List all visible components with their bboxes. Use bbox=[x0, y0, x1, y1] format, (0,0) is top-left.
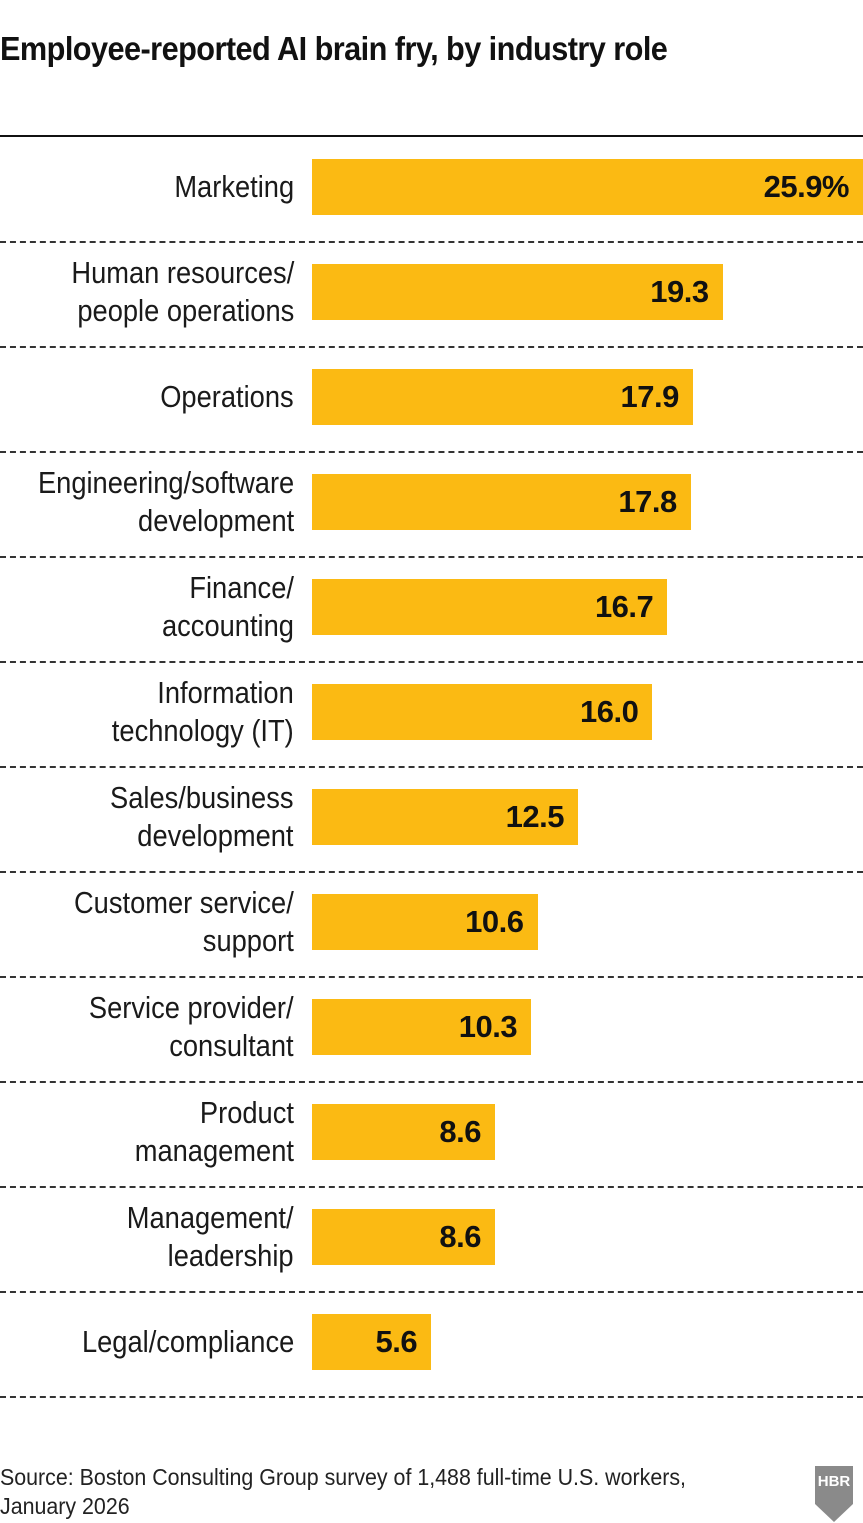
bar bbox=[312, 264, 723, 320]
row-divider bbox=[0, 1186, 863, 1188]
shield-icon bbox=[815, 1466, 853, 1522]
bar bbox=[312, 1314, 432, 1370]
row-divider bbox=[0, 661, 863, 663]
row-divider bbox=[0, 241, 863, 243]
bar-row: Finance/ accounting 16.7 bbox=[0, 557, 863, 663]
bar bbox=[312, 684, 653, 740]
bar-row: Engineering/software development 17.8 bbox=[0, 452, 863, 558]
category-label: Information technology (IT) bbox=[112, 675, 294, 748]
row-divider bbox=[0, 1081, 863, 1083]
bar bbox=[312, 894, 538, 950]
row-divider bbox=[0, 451, 863, 453]
row-divider bbox=[0, 1291, 863, 1293]
row-divider bbox=[0, 346, 863, 348]
chart-title: Employee-reported AI brain fry, by indus… bbox=[0, 30, 668, 67]
bar-row: Sales/business development 12.5 bbox=[0, 767, 863, 873]
data-label: 8.6 bbox=[439, 1114, 481, 1149]
row-divider bbox=[0, 1396, 863, 1398]
category-label: Service provider/ consultant bbox=[89, 990, 294, 1063]
bar bbox=[312, 999, 532, 1055]
data-label: 16.7 bbox=[594, 589, 654, 624]
row-divider bbox=[0, 556, 863, 558]
bar-row: Customer service/ support 10.6 bbox=[0, 872, 863, 978]
data-label: 19.3 bbox=[650, 274, 709, 309]
row-divider bbox=[0, 871, 863, 873]
bar-row: Management/ leadership 8.6 bbox=[0, 1187, 863, 1293]
bar-chart: Marketing 25.9% Human resources/ people op… bbox=[0, 137, 863, 1398]
category-label: Sales/business development bbox=[110, 780, 294, 853]
data-label: 25.9% bbox=[763, 169, 850, 204]
category-label: Engineering/software development bbox=[37, 465, 294, 538]
data-label: 17.8 bbox=[618, 484, 677, 519]
bar bbox=[312, 1104, 495, 1160]
bar-row: Legal/compliance 5.6 bbox=[0, 1292, 863, 1398]
category-label: Marketing bbox=[174, 169, 294, 204]
bar bbox=[312, 474, 691, 530]
category-label: Operations bbox=[160, 379, 294, 414]
bar-row: Service provider/ consultant 10.3 bbox=[0, 977, 863, 1083]
source-note: Source: Boston Consulting Group survey o… bbox=[0, 1464, 686, 1519]
row-divider bbox=[0, 976, 863, 978]
data-label: 12.5 bbox=[505, 799, 565, 834]
category-label: Product management bbox=[134, 1095, 294, 1168]
category-label: Legal/compliance bbox=[81, 1324, 294, 1359]
category-label: Management/ leadership bbox=[127, 1200, 294, 1273]
category-label: Finance/ accounting bbox=[162, 570, 294, 643]
data-label: 16.0 bbox=[580, 694, 639, 729]
data-label: 10.3 bbox=[458, 1009, 518, 1044]
top-rule bbox=[0, 135, 863, 137]
logo-text: HBR bbox=[818, 1473, 851, 1490]
bar-row: Operations 17.9 bbox=[0, 347, 863, 453]
data-label: 17.9 bbox=[620, 379, 679, 414]
hbr-logo: HBR bbox=[815, 1466, 853, 1522]
bar bbox=[312, 369, 693, 425]
bar bbox=[312, 579, 668, 635]
bar-row: Information technology (IT) 16.0 bbox=[0, 662, 863, 768]
bar-row: Human resources/ people operations 19.3 bbox=[0, 242, 863, 348]
data-label: 5.6 bbox=[375, 1324, 418, 1359]
bar-row: Product management 8.6 bbox=[0, 1082, 863, 1188]
bar bbox=[312, 159, 863, 215]
bar bbox=[312, 1209, 495, 1265]
bar-row: Marketing 25.9% bbox=[0, 137, 863, 243]
bar bbox=[312, 789, 578, 845]
row-divider bbox=[0, 766, 863, 768]
category-label: Human resources/ people operations bbox=[71, 255, 294, 328]
data-label: 10.6 bbox=[465, 904, 524, 939]
data-label: 8.6 bbox=[439, 1219, 481, 1254]
category-label: Customer service/ support bbox=[74, 885, 294, 958]
